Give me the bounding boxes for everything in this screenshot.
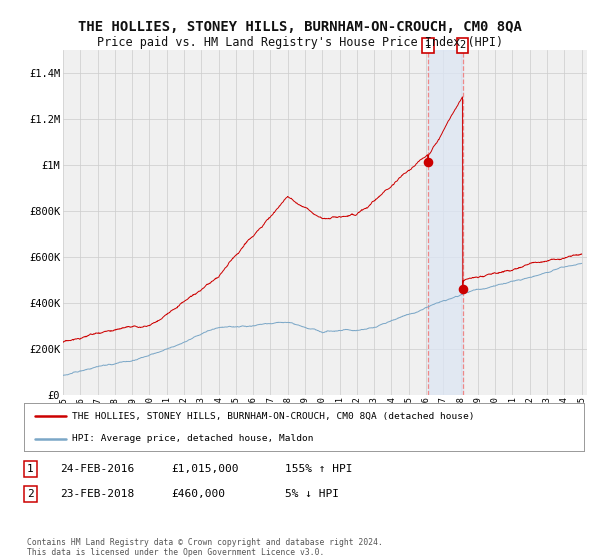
- Text: £1,015,000: £1,015,000: [171, 464, 238, 474]
- Text: 23-FEB-2018: 23-FEB-2018: [60, 489, 134, 499]
- Text: THE HOLLIES, STONEY HILLS, BURNHAM-ON-CROUCH, CM0 8QA (detached house): THE HOLLIES, STONEY HILLS, BURNHAM-ON-CR…: [71, 412, 474, 421]
- Text: 24-FEB-2016: 24-FEB-2016: [60, 464, 134, 474]
- Text: Contains HM Land Registry data © Crown copyright and database right 2024.
This d: Contains HM Land Registry data © Crown c…: [27, 538, 383, 557]
- Text: 2: 2: [460, 40, 466, 50]
- Text: 1: 1: [425, 40, 431, 50]
- Text: HPI: Average price, detached house, Maldon: HPI: Average price, detached house, Mald…: [71, 435, 313, 444]
- Text: THE HOLLIES, STONEY HILLS, BURNHAM-ON-CROUCH, CM0 8QA: THE HOLLIES, STONEY HILLS, BURNHAM-ON-CR…: [78, 20, 522, 34]
- Text: £460,000: £460,000: [171, 489, 225, 499]
- Point: [458, 284, 467, 293]
- Text: 5% ↓ HPI: 5% ↓ HPI: [285, 489, 339, 499]
- Bar: [428, 50, 463, 395]
- Text: 1: 1: [27, 464, 34, 474]
- Point: [424, 157, 433, 166]
- Text: 155% ↑ HPI: 155% ↑ HPI: [285, 464, 353, 474]
- Text: 2: 2: [27, 489, 34, 499]
- Text: Price paid vs. HM Land Registry's House Price Index (HPI): Price paid vs. HM Land Registry's House …: [97, 36, 503, 49]
